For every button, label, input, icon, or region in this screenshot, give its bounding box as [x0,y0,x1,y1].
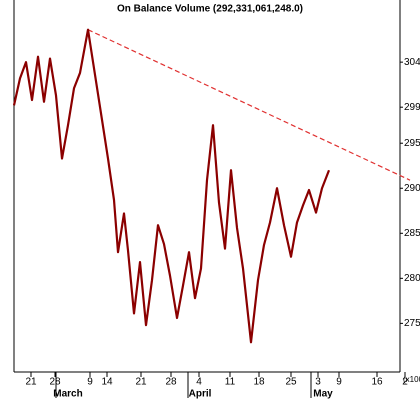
y-tick-label: 290 [404,183,420,194]
month-label: May [313,389,333,400]
y-tick-label: 285 [404,228,420,239]
x-tick-label: 28 [165,377,177,388]
x-tick-label: 25 [285,377,297,388]
y-tick-label: 295 [404,138,420,149]
x-tick-label: 18 [253,377,265,388]
x-tick-label: 14 [101,377,113,388]
series-line [12,28,331,344]
y-tick-label: 304 [404,57,420,68]
x-tick-label: 4 [196,377,202,388]
x-tick-label: 21 [135,377,147,388]
chart-title: On Balance Volume (292,331,061,248.0) [117,4,303,15]
trend-line [87,29,411,181]
x-tick-label: 2 [402,377,408,388]
x-tick-label: 9 [87,377,93,388]
x-tick-label: 21 [25,377,37,388]
y-tick-label: 280 [404,273,420,284]
x-tick-label: 11 [225,377,236,388]
x-tick-label: 28 [49,377,61,388]
x-tick-label: 9 [336,377,342,388]
x-tick-label: 16 [371,377,383,388]
y-unit: (x1000 [403,375,420,384]
month-label: April [189,389,212,400]
y-tick-label: 275 [404,318,420,329]
x-tick-label: 3 [315,377,321,388]
month-label: March [53,389,82,400]
y-tick-label: 299 [404,102,420,113]
